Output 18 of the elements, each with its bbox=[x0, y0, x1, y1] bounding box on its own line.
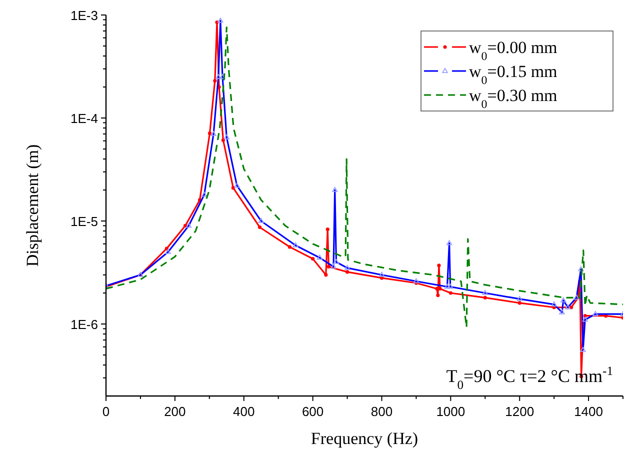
x-tick-label: 600 bbox=[302, 404, 324, 419]
x-tick-label: 800 bbox=[370, 404, 393, 419]
x-tick-label: 1000 bbox=[436, 404, 466, 419]
y-tick-label: 1E-3 bbox=[70, 8, 98, 23]
x-tick-label: 400 bbox=[233, 404, 255, 419]
legend-label: w$_{0}$=0.15 mm bbox=[469, 62, 558, 87]
y-tick-label: 1E-5 bbox=[70, 214, 98, 230]
y-tick-label: 1E-4 bbox=[70, 111, 98, 126]
x-tick-label: 1200 bbox=[505, 404, 534, 419]
y-tick-label: 1E-6 bbox=[70, 317, 98, 332]
x-tick-label: 200 bbox=[164, 404, 186, 419]
x-axis-title: Frequency (Hz) bbox=[310, 429, 418, 448]
legend-label: w$_{0}$=0.00 mm bbox=[469, 38, 558, 63]
annotation: T$_{0}$=90 °C τ=2 °C mm$^{-1}$ bbox=[446, 364, 613, 392]
x-tick-label: 1400 bbox=[574, 404, 603, 419]
y-axis-title: Displacement (m) bbox=[23, 144, 42, 267]
legend-label: w$_{0}$=0.30 mm bbox=[469, 86, 558, 111]
x-tick-label: 0 bbox=[102, 404, 110, 419]
